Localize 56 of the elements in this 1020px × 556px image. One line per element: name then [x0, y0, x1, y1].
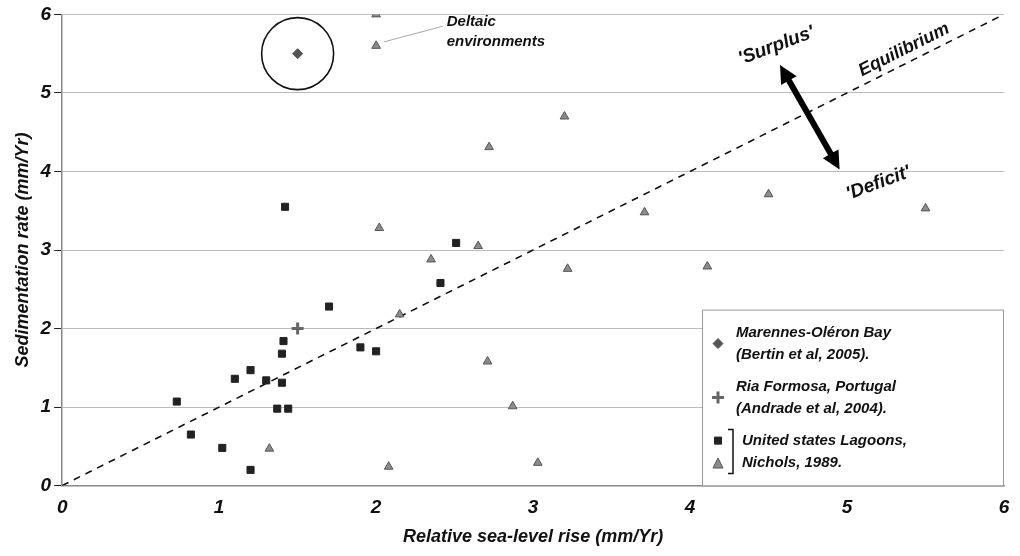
point	[562, 263, 573, 272]
annotation: Deltaic environments	[446, 12, 546, 50]
point	[473, 240, 483, 250]
y-tick-label: 3	[40, 238, 52, 260]
point	[383, 461, 394, 470]
x-tick-label: 3	[527, 496, 539, 518]
x-tick-label: 0	[56, 496, 68, 518]
point	[356, 343, 365, 352]
y-tick-label: 4	[39, 159, 52, 181]
point	[273, 404, 282, 413]
y-axis-title: Sedimentation rate (mm/Yr)	[11, 132, 32, 368]
point	[394, 308, 405, 318]
point	[426, 253, 436, 263]
legend-label: Ria Formosa, Portugal (Andrade et al, 2004).	[736, 376, 897, 416]
point	[559, 110, 570, 120]
point	[324, 302, 334, 311]
y-tick-label: 5	[40, 81, 52, 103]
x-tick-label: 2	[369, 496, 382, 518]
point	[482, 356, 493, 365]
point	[172, 397, 181, 406]
x-tick-label: 5	[841, 496, 853, 518]
point	[290, 321, 306, 337]
point	[264, 443, 275, 452]
point	[532, 457, 543, 466]
point	[436, 278, 445, 288]
point	[372, 347, 381, 356]
y-tick-label: 2	[39, 316, 52, 338]
point	[218, 443, 227, 452]
point	[277, 378, 286, 387]
point	[262, 376, 271, 385]
point	[277, 349, 286, 358]
point	[281, 202, 290, 211]
y-tick-label: 6	[40, 2, 52, 24]
x-tick-label: 1	[213, 496, 225, 518]
point	[186, 430, 195, 439]
point	[246, 465, 255, 474]
point	[763, 188, 774, 198]
x-axis-title: Relative sea-level rise (mm/Yr)	[403, 526, 664, 547]
point	[279, 337, 288, 346]
point	[507, 400, 518, 410]
legend-label: United states Lagoons, Nichols, 1989.	[742, 430, 908, 470]
point	[230, 374, 239, 383]
point	[702, 260, 713, 270]
point	[639, 206, 650, 216]
legend-label: Marennes-Oléron Bay (Bertin et al, 2005).	[736, 322, 892, 362]
point	[452, 238, 461, 247]
y-tick-label: 0	[40, 473, 52, 495]
point	[246, 366, 255, 375]
x-tick-label: 4	[683, 496, 696, 518]
point	[920, 202, 931, 212]
point	[284, 404, 293, 413]
y-tick-label: 1	[40, 395, 52, 417]
point	[374, 222, 385, 232]
point	[484, 141, 494, 151]
point	[371, 40, 381, 49]
x-tick-label: 6	[998, 496, 1010, 518]
